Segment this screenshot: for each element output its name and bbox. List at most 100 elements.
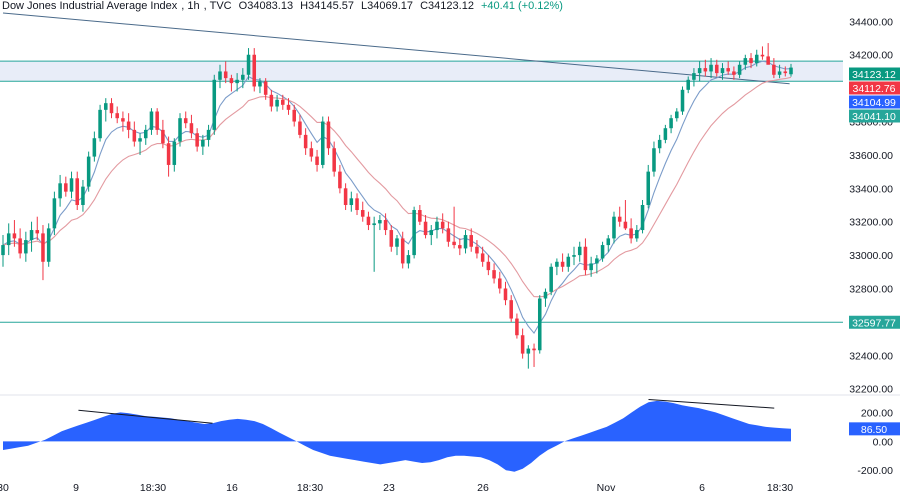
candle-body (549, 266, 553, 292)
candle-body (161, 129, 165, 144)
candle-body (378, 220, 382, 224)
candle-body (418, 210, 422, 222)
price-tick-label: 33400.00 (849, 183, 893, 195)
candle-body (166, 143, 171, 165)
candle-body (155, 111, 159, 130)
candle-body (412, 210, 416, 256)
candle-body (503, 288, 508, 301)
candle-body (526, 348, 531, 354)
candle-body (406, 255, 411, 264)
candle-body (498, 278, 502, 289)
candle-body (737, 64, 742, 75)
candle-body (218, 71, 222, 80)
time-tick-label: 23 (383, 482, 395, 494)
candle-body (572, 255, 576, 257)
candle-body (395, 238, 399, 247)
candle-body (697, 68, 702, 74)
candle-body (766, 56, 770, 65)
price-label-box (849, 67, 900, 81)
price-tick-label: 32800.00 (849, 283, 893, 295)
candle-body (560, 261, 565, 267)
candle-body (320, 121, 325, 165)
candle-body (81, 186, 85, 206)
candle-body (246, 54, 251, 75)
candle-body (178, 118, 182, 142)
candle-body (263, 81, 268, 95)
time-tick-label: 18:30 (140, 482, 166, 494)
candle-body (623, 221, 628, 229)
candle-body (657, 139, 662, 149)
candle-body (64, 183, 68, 192)
candle-body (709, 64, 713, 72)
candle-body (635, 230, 639, 239)
divergence-line-1 (648, 398, 775, 409)
candle-body (555, 261, 559, 267)
candle-body (777, 71, 782, 75)
candle-body (400, 238, 405, 264)
candle-body (595, 258, 599, 264)
price-tick-label: 32200.00 (849, 384, 893, 396)
candle-body (372, 223, 376, 226)
candle-body (281, 99, 285, 105)
time-tick-label: Nov (597, 482, 616, 494)
change-value: +40.41 (+0.12%) (481, 0, 563, 12)
high-value: H34145.57 (300, 0, 354, 12)
candle-body (258, 81, 262, 87)
candle-body (315, 156, 319, 165)
candle-body (429, 230, 434, 236)
candle-body (669, 118, 673, 129)
price-tick-label: 34400.00 (849, 16, 893, 28)
candle-body (617, 216, 622, 222)
candle-body (492, 270, 496, 279)
candle-body (543, 291, 548, 299)
oscillator-value: 86.50 (861, 424, 887, 436)
candle-body (566, 256, 571, 267)
candle-body (229, 78, 234, 84)
candle-body (104, 103, 108, 110)
candle-body (475, 246, 479, 254)
candle-body (183, 118, 188, 124)
time-tick-label: 6 (699, 482, 705, 494)
candle-body (201, 139, 205, 147)
candle-body (532, 348, 536, 351)
time-tick-label: 26 (477, 482, 489, 494)
candle-body (132, 129, 137, 142)
candle-body (12, 233, 17, 239)
candle-body (583, 246, 588, 271)
candle-body (360, 210, 365, 217)
candle-body (520, 335, 525, 354)
candle-body (223, 71, 228, 79)
oscillator-tick-label: 0.00 (873, 436, 894, 448)
candle-body (726, 68, 730, 72)
candle-body (435, 221, 439, 231)
interval-label: 1h (187, 0, 200, 12)
price-tick-label: 34200.00 (849, 50, 893, 62)
candle-body (149, 111, 154, 130)
candle-body (612, 216, 616, 239)
candle-body (326, 121, 331, 149)
candle-body (86, 156, 91, 187)
candle-body (332, 148, 336, 172)
candle-body (463, 235, 468, 249)
candle-body (75, 178, 80, 206)
candle-body (46, 228, 51, 262)
candle-body (509, 300, 513, 319)
candle-body (98, 109, 102, 139)
candle-body (338, 171, 342, 189)
price-label-box (849, 109, 900, 123)
candle-body (480, 253, 485, 262)
candle-body (606, 238, 611, 246)
candle-body (1, 245, 5, 256)
candle-body (389, 230, 394, 247)
candle-body (29, 230, 34, 241)
time-tick-label: 18:30 (767, 482, 793, 494)
price-tick-label: 33600.00 (849, 150, 893, 162)
candle-body (652, 148, 656, 172)
price-label-value: 34112.76 (852, 83, 895, 95)
candle-body (783, 71, 788, 74)
instrument-title: Dow Jones Industrial Average Index (2, 0, 178, 12)
candle-body (452, 241, 456, 246)
source-label: TVC (209, 0, 232, 12)
candle-body (69, 178, 74, 192)
